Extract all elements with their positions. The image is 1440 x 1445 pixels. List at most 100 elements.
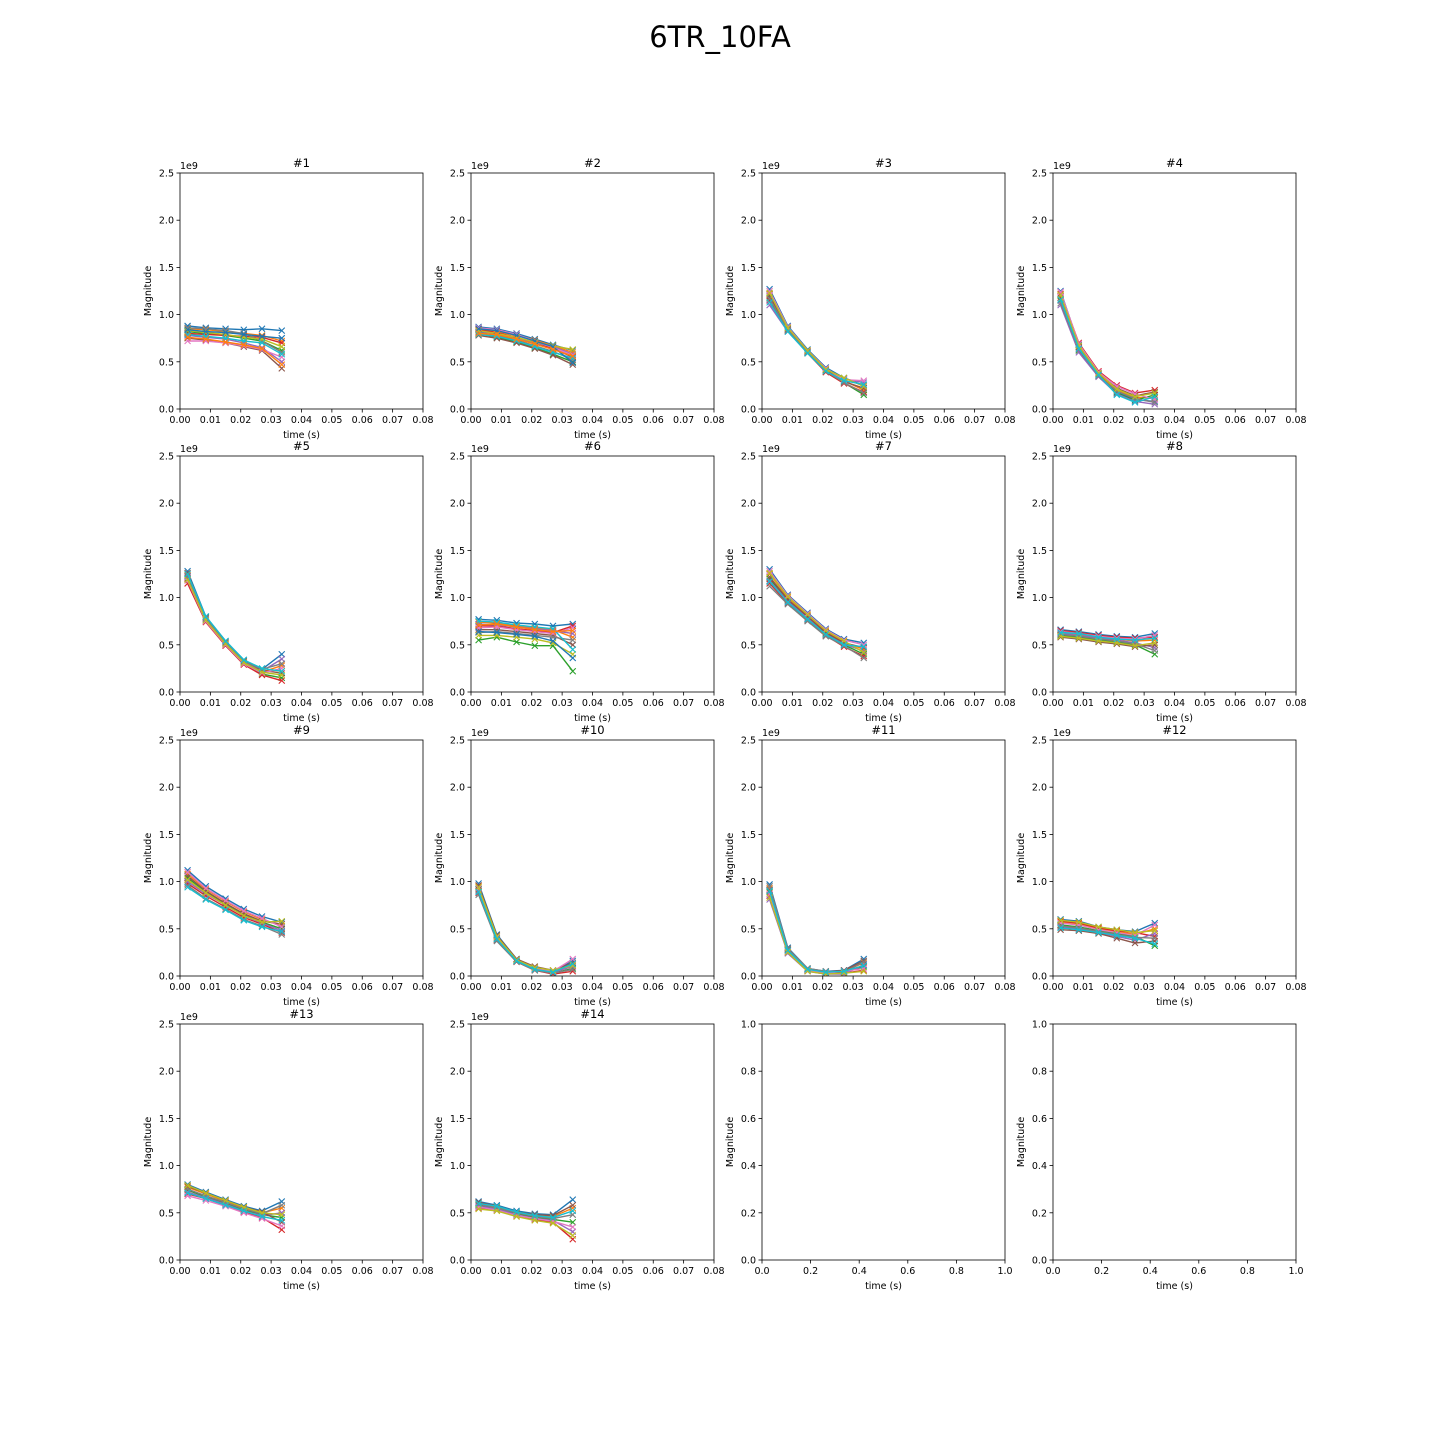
x-tick-label: 0.01 (200, 415, 221, 426)
y-tick-label: 2.5 (159, 452, 174, 463)
x-tick-label: 0.08 (412, 982, 433, 993)
data-point (784, 949, 792, 956)
x-tick-label: 0.06 (643, 982, 664, 993)
data-point (1095, 929, 1102, 936)
x-axis-label: time (s) (865, 997, 902, 1008)
x-tick-label: 0.08 (703, 1266, 724, 1277)
series-line (1059, 295, 1155, 399)
subplot-title: #13 (289, 1007, 313, 1021)
data-point (784, 593, 792, 601)
y-tick-label: 0.5 (450, 1208, 465, 1219)
y-tick-label: 2.0 (1032, 499, 1047, 510)
series-line (1060, 632, 1155, 649)
axes-frame (179, 172, 424, 410)
x-tick-label: 0.07 (382, 1266, 403, 1277)
x-tick-label: 0.0 (754, 1266, 769, 1277)
x-tick-label: 0.06 (934, 982, 955, 993)
data-point (784, 598, 792, 606)
data-point (184, 1182, 191, 1189)
y-tick-label: 0.5 (159, 1208, 174, 1219)
y-offset-text: 1e9 (180, 1012, 198, 1023)
series-line (478, 1208, 574, 1237)
series-line (769, 570, 864, 646)
subplot-title: #5 (293, 439, 310, 453)
data-point (278, 931, 286, 938)
data-point (804, 347, 811, 354)
subplot-title: #4 (1166, 156, 1183, 170)
series-line (477, 892, 573, 975)
x-tick-label: 0.05 (612, 698, 633, 709)
series-group (184, 567, 286, 685)
x-tick-label: 0.05 (321, 982, 342, 993)
x-axis-label: time (s) (865, 713, 902, 724)
series-group (1057, 287, 1159, 408)
data-point (184, 1189, 191, 1197)
subplot-title: #2 (584, 156, 601, 170)
subplot-title: #7 (875, 439, 892, 453)
data-point (240, 1207, 248, 1215)
x-tick-label: 0.02 (521, 982, 542, 993)
x-tick-label: 0.00 (751, 982, 772, 993)
y-tick-label: 1.5 (159, 546, 174, 557)
data-point (1131, 642, 1139, 650)
x-tick-label: 1.0 (1288, 1266, 1303, 1277)
data-point (278, 350, 286, 358)
data-point (222, 906, 229, 914)
data-point (278, 348, 286, 356)
series-line (187, 334, 283, 363)
data-point (1151, 921, 1159, 929)
series-line (769, 568, 864, 644)
y-axis-label: Magnitude (143, 833, 154, 883)
x-tick-label: 0.04 (873, 698, 894, 709)
x-tick-label: 0.05 (612, 415, 633, 426)
series-line (187, 1195, 283, 1227)
x-tick-label: 0.05 (903, 698, 924, 709)
y-tick-label: 2.0 (159, 216, 174, 227)
x-tick-label: 0.00 (751, 698, 772, 709)
series-group (766, 285, 868, 399)
y-offset-text: 1e9 (180, 444, 198, 455)
data-point (184, 883, 191, 891)
axes-frame (761, 172, 1006, 410)
x-tick-label: 0.03 (552, 1266, 573, 1277)
x-tick-label: 0.03 (1134, 415, 1155, 426)
data-point (278, 660, 286, 668)
series-line (478, 618, 573, 627)
subplot-10: 0.00 0.01 0.02 0.03 0.04 0.05 0.06 0.07 0.08 0.0 0… (434, 723, 725, 1008)
data-point (766, 578, 773, 585)
x-tick-label: 0.2 (803, 1266, 818, 1277)
data-point (278, 1211, 286, 1219)
data-point (822, 367, 830, 375)
x-tick-label: 0.08 (994, 415, 1015, 426)
data-point (569, 1232, 577, 1239)
y-tick-label: 1.5 (1032, 546, 1047, 557)
data-point (531, 626, 539, 634)
data-point (569, 1223, 577, 1231)
series-line (769, 573, 865, 651)
data-point (531, 642, 539, 650)
data-point (860, 648, 868, 656)
data-point (860, 389, 868, 397)
y-offset-text: 1e9 (1053, 161, 1071, 172)
x-tick-label: 0.04 (582, 982, 603, 993)
x-tick-label: 0.03 (552, 982, 573, 993)
data-point (1057, 916, 1064, 924)
series-line (769, 572, 865, 654)
y-tick-label: 0.0 (1032, 1256, 1047, 1267)
series-line (187, 325, 282, 332)
y-axis-label: Magnitude (725, 549, 736, 599)
y-axis-label: Magnitude (725, 1117, 736, 1167)
x-tick-label: 0.08 (994, 698, 1015, 709)
x-tick-label: 0.07 (382, 698, 403, 709)
data-point (258, 332, 266, 340)
data-point (184, 569, 191, 577)
subplot-5: 0.00 0.01 0.02 0.03 0.04 0.05 0.06 0.07 0.08 0.0 0… (143, 439, 434, 724)
x-tick-label: 0.06 (934, 698, 955, 709)
subplot-4: 0.00 0.01 0.02 0.03 0.04 0.05 0.06 0.07 0.08 0.0 0… (1016, 156, 1307, 441)
data-point (860, 381, 868, 388)
y-tick-label: 1.5 (450, 830, 465, 841)
x-tick-label: 0.01 (1073, 415, 1094, 426)
x-axis-label: time (s) (283, 430, 320, 441)
data-point (278, 327, 286, 335)
y-tick-label: 0.0 (159, 688, 174, 699)
